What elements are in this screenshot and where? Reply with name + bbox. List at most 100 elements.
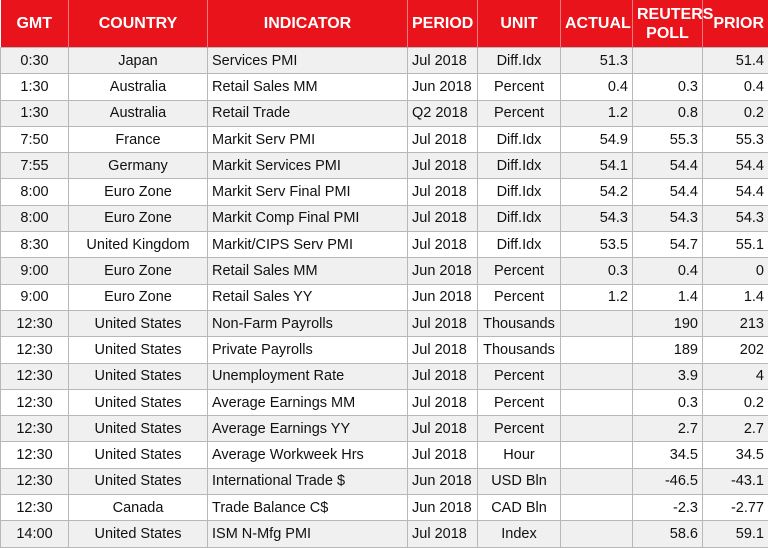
table-cell: Euro Zone [69,258,208,284]
table-cell: Hour [478,442,561,468]
table-cell: Diff.Idx [478,126,561,152]
table-cell: 54.3 [633,205,703,231]
table-cell: Average Earnings MM [208,389,408,415]
table-cell: 8:00 [1,205,69,231]
table-cell: 0:30 [1,48,69,74]
table-cell: CAD Bln [478,495,561,521]
table-cell: Jul 2018 [408,205,478,231]
table-cell: 12:30 [1,495,69,521]
table-cell [561,389,633,415]
table-cell: 54.4 [633,179,703,205]
table-cell: Private Payrolls [208,337,408,363]
table-cell: Services PMI [208,48,408,74]
table-cell: Jun 2018 [408,468,478,494]
column-header: PERIOD [408,0,478,48]
table-cell: Jul 2018 [408,48,478,74]
table-cell: 12:30 [1,442,69,468]
table-cell: -43.1 [703,468,768,494]
table-cell: Australia [69,100,208,126]
table-cell: United States [69,337,208,363]
table-cell: Jul 2018 [408,337,478,363]
table-cell: 1.4 [703,284,768,310]
column-header: GMT [1,0,69,48]
table-cell: Percent [478,74,561,100]
table-cell: 202 [703,337,768,363]
table-cell: 0.4 [561,74,633,100]
table-cell: 1.2 [561,100,633,126]
table-cell: 0.4 [633,258,703,284]
table-cell: 9:00 [1,284,69,310]
table-cell: Percent [478,363,561,389]
table-cell: United States [69,521,208,547]
table-cell: 34.5 [633,442,703,468]
table-cell: USD Bln [478,468,561,494]
table-cell: 12:30 [1,363,69,389]
table-cell: Markit Serv PMI [208,126,408,152]
table-cell: 190 [633,310,703,336]
table-cell: Australia [69,74,208,100]
table-cell: 2.7 [633,416,703,442]
table-cell: Jul 2018 [408,521,478,547]
table-cell: Diff.Idx [478,205,561,231]
table-cell: Retail Trade [208,100,408,126]
table-cell: 1:30 [1,100,69,126]
table-cell: Percent [478,100,561,126]
table-cell: Percent [478,389,561,415]
table-cell: Average Workweek Hrs [208,442,408,468]
table-cell [561,416,633,442]
table-cell: United States [69,416,208,442]
column-header: COUNTRY [69,0,208,48]
table-cell: 58.6 [633,521,703,547]
table-cell [561,495,633,521]
table-cell: Trade Balance C$ [208,495,408,521]
table-cell: Jun 2018 [408,495,478,521]
table-cell: Euro Zone [69,205,208,231]
table-cell: Jul 2018 [408,416,478,442]
table-cell: United Kingdom [69,232,208,258]
table-cell: Q2 2018 [408,100,478,126]
table-cell: Percent [478,416,561,442]
table-cell: 0.2 [703,389,768,415]
table-cell: 55.3 [703,126,768,152]
table-cell: United States [69,468,208,494]
table-cell: Diff.Idx [478,232,561,258]
table-cell: Retail Sales MM [208,258,408,284]
table-cell: Euro Zone [69,284,208,310]
table-cell: Jul 2018 [408,310,478,336]
column-header: UNIT [478,0,561,48]
table-cell: Average Earnings YY [208,416,408,442]
table-cell: Markit/CIPS Serv PMI [208,232,408,258]
column-header: INDICATOR [208,0,408,48]
table-cell: Non-Farm Payrolls [208,310,408,336]
table-cell: Jul 2018 [408,126,478,152]
table-cell: Markit Serv Final PMI [208,179,408,205]
table-cell: 1:30 [1,74,69,100]
table-cell: 51.4 [703,48,768,74]
table-cell: 54.2 [561,179,633,205]
table-cell: 0.2 [703,100,768,126]
table-cell: Markit Comp Final PMI [208,205,408,231]
table-cell: Euro Zone [69,179,208,205]
table-cell [561,337,633,363]
table-cell: Jul 2018 [408,389,478,415]
table-cell: 12:30 [1,468,69,494]
table-cell: Jul 2018 [408,153,478,179]
table-cell: France [69,126,208,152]
table-cell: 54.4 [633,153,703,179]
table-cell [561,442,633,468]
